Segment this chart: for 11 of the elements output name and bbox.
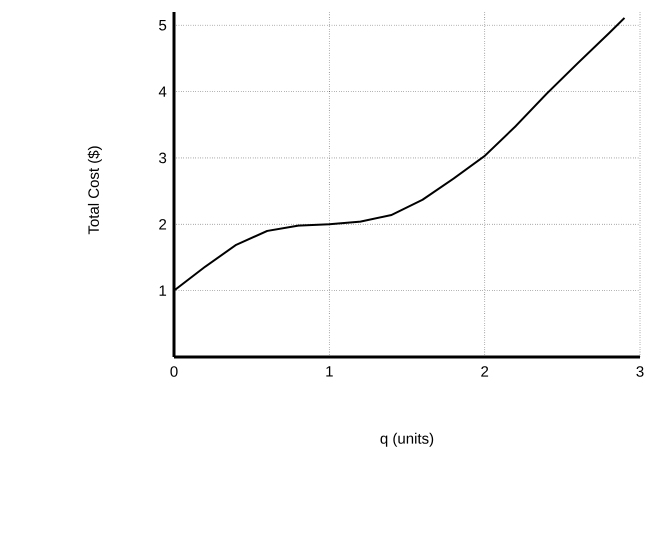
x-tick-label: 1 — [326, 366, 333, 377]
y-tick-label: 4 — [158, 86, 166, 97]
x-tick-label: 2 — [481, 366, 488, 377]
x-tick-label: 0 — [170, 366, 178, 377]
y-axis-title: Total Cost ($) — [88, 146, 102, 234]
y-tick-label: 1 — [160, 285, 166, 296]
x-tick-label: 3 — [636, 366, 644, 377]
y-tick-label: 3 — [159, 152, 166, 164]
y-tick-label: 5 — [159, 20, 166, 30]
y-tick-label: 2 — [159, 219, 166, 230]
x-axis-title: q (units) — [380, 432, 434, 447]
